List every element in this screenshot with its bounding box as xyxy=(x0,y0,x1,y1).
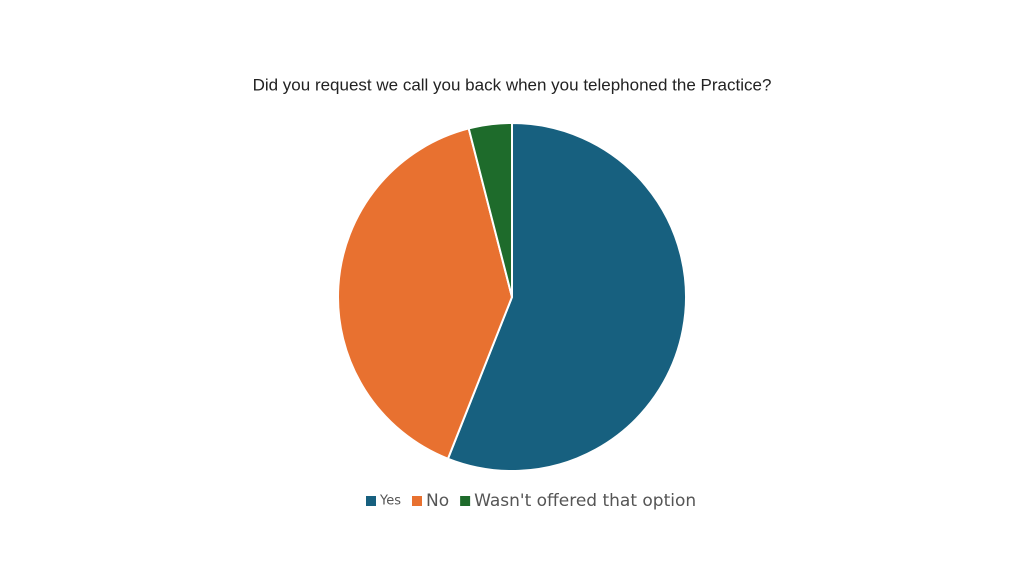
chart-title: Did you request we call you back when yo… xyxy=(253,75,772,94)
pie-slice xyxy=(337,127,514,461)
legend-swatch xyxy=(412,496,422,506)
pie-slice xyxy=(446,121,687,472)
legend-label: Yes xyxy=(379,494,401,509)
legend-label: No xyxy=(426,491,449,511)
legend-swatch xyxy=(366,496,376,506)
pie-slice xyxy=(467,121,513,298)
legend-swatch xyxy=(460,496,471,506)
legend-label: Wasn't offered that option xyxy=(474,491,696,511)
